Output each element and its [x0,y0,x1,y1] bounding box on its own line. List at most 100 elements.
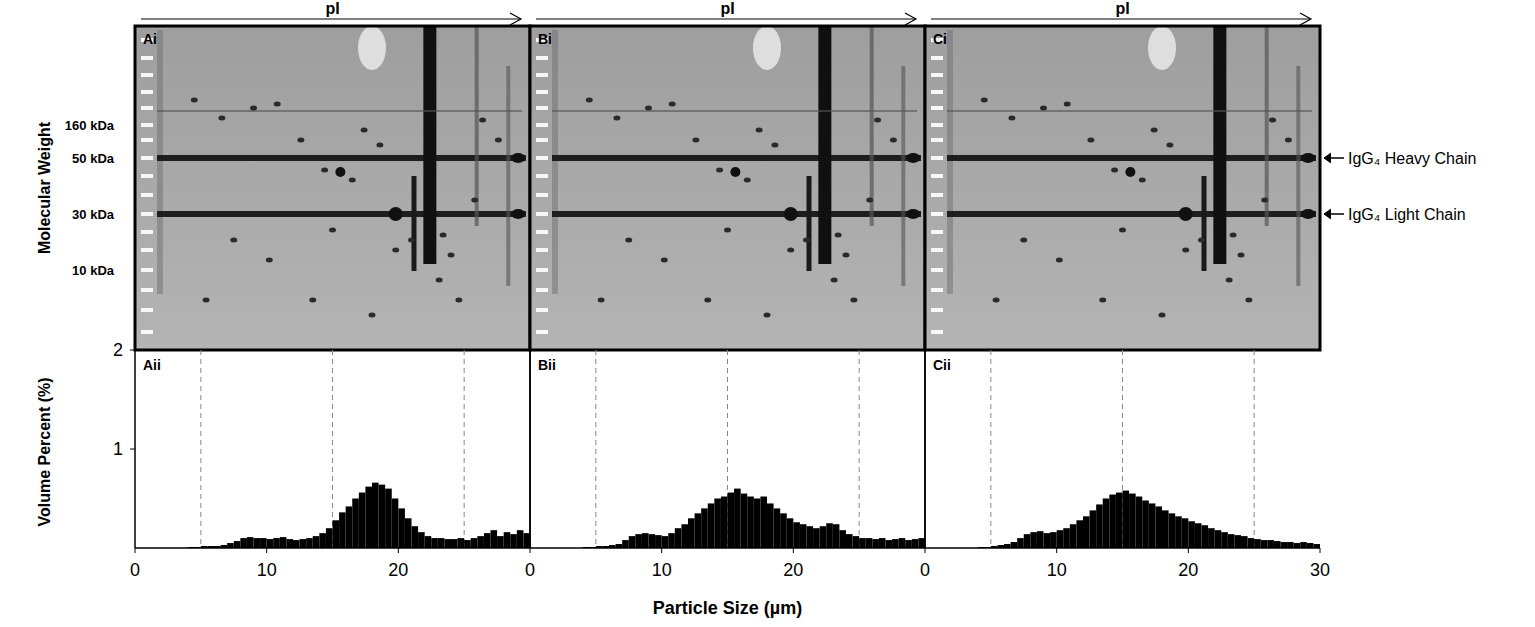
histogram-bar [1248,538,1255,548]
ladder-band [141,106,153,110]
histogram-bar [1011,542,1018,548]
gel-spot [890,138,897,143]
annotation: IgG₄ Heavy Chain [1348,150,1476,167]
histogram-bar [1261,540,1268,548]
gel-spot [598,298,605,303]
gel-spot [369,313,376,318]
gel-streak [818,26,831,264]
gel-spot [1056,258,1063,263]
pi-arrow [931,18,1310,19]
x-tick-label: 30 [1310,560,1330,580]
histogram-bar [491,530,498,548]
gel-spot [203,298,210,303]
ladder-band [536,230,548,234]
histogram-bar [385,489,392,548]
histogram-panel: 01020Bii [525,350,925,580]
panel-label: Bi [538,31,552,47]
histogram-bar [240,538,247,548]
histogram-bar [234,541,241,548]
histogram-bar [767,503,774,548]
histogram-bar [800,524,807,548]
gel-spot [455,298,462,303]
gel-spot [389,207,403,221]
histogram-bar [747,497,754,548]
gel-frame [530,26,925,350]
histogram-bar [1300,542,1307,548]
pi-arrow [536,18,915,19]
gel-spot [230,238,237,243]
histogram-bar [826,523,833,548]
histogram-bar [484,533,491,548]
figure: AipIBipICipI160 kDa50 kDa30 kDa10 kDaMol… [0,0,1535,627]
ladder-band [931,156,943,160]
histogram-bar [1037,531,1044,548]
gel-spot [1166,143,1173,148]
histogram-bar [1090,510,1097,548]
x-tick-label: 20 [783,560,803,580]
gel-spot [756,128,763,133]
histogram-bar [622,540,629,548]
x-tick-label: 10 [257,560,277,580]
gel-lane [947,30,953,294]
gel-frame [925,26,1320,350]
reference-line [464,350,465,548]
y-axis [924,350,926,548]
gel-spot [1008,116,1015,121]
gel-spot [645,106,652,111]
reference-line [200,350,201,548]
histogram-bar [405,518,412,548]
histogram-bar [1044,533,1051,548]
gel-spot [586,98,593,103]
gel-lane [870,26,874,226]
gel-spot [906,153,920,163]
histogram-panel: 0102012Aii [113,340,530,580]
gel-spot [376,143,383,148]
histogram-bar [688,518,695,548]
gel-spot [392,248,399,253]
histogram-bar [497,536,504,548]
gel-spot [191,98,198,103]
gel-spot [716,168,723,173]
gel-spot [744,178,751,183]
histogram-bar [1109,495,1116,548]
histogram-bar [728,493,735,548]
histogram-bar [438,538,445,548]
histogram-bar [523,533,530,548]
gel-lane [901,66,905,286]
gel-spot [1198,238,1205,243]
x-tick-label: 0 [920,560,930,580]
histogram-bar [695,513,702,548]
ladder-band [141,330,153,334]
histogram-bar [1195,523,1202,548]
pi-label: pI [720,0,734,17]
histogram-bar [280,537,287,548]
ladder-band [536,90,548,94]
pi-arrowhead [1300,13,1311,25]
gel-lane [1296,66,1300,286]
histogram-bar [1129,494,1136,548]
ladder-band [141,156,153,160]
bars [188,483,530,548]
ladder-band [931,174,943,178]
x-tick-label: 20 [1178,560,1198,580]
ladder-band [141,288,153,292]
gel-spot [479,118,486,123]
x-axis [135,547,530,549]
light-chain-band [552,211,921,217]
gel-spot [669,102,676,107]
gel-background [530,26,925,350]
reference-line [332,350,333,548]
x-tick [1188,548,1189,553]
histogram-bar [286,539,293,548]
ladder-band [931,193,943,197]
histogram-bar [464,540,471,548]
histogram-bar [1103,499,1110,549]
histogram-bar [635,534,642,548]
pi-label: pI [325,0,339,17]
gel-streak [1202,176,1207,271]
ladder-band [141,212,153,216]
histogram-bar [714,499,721,549]
ladder-band [141,248,153,252]
gel-spot [661,258,668,263]
gel-spot [764,313,771,318]
